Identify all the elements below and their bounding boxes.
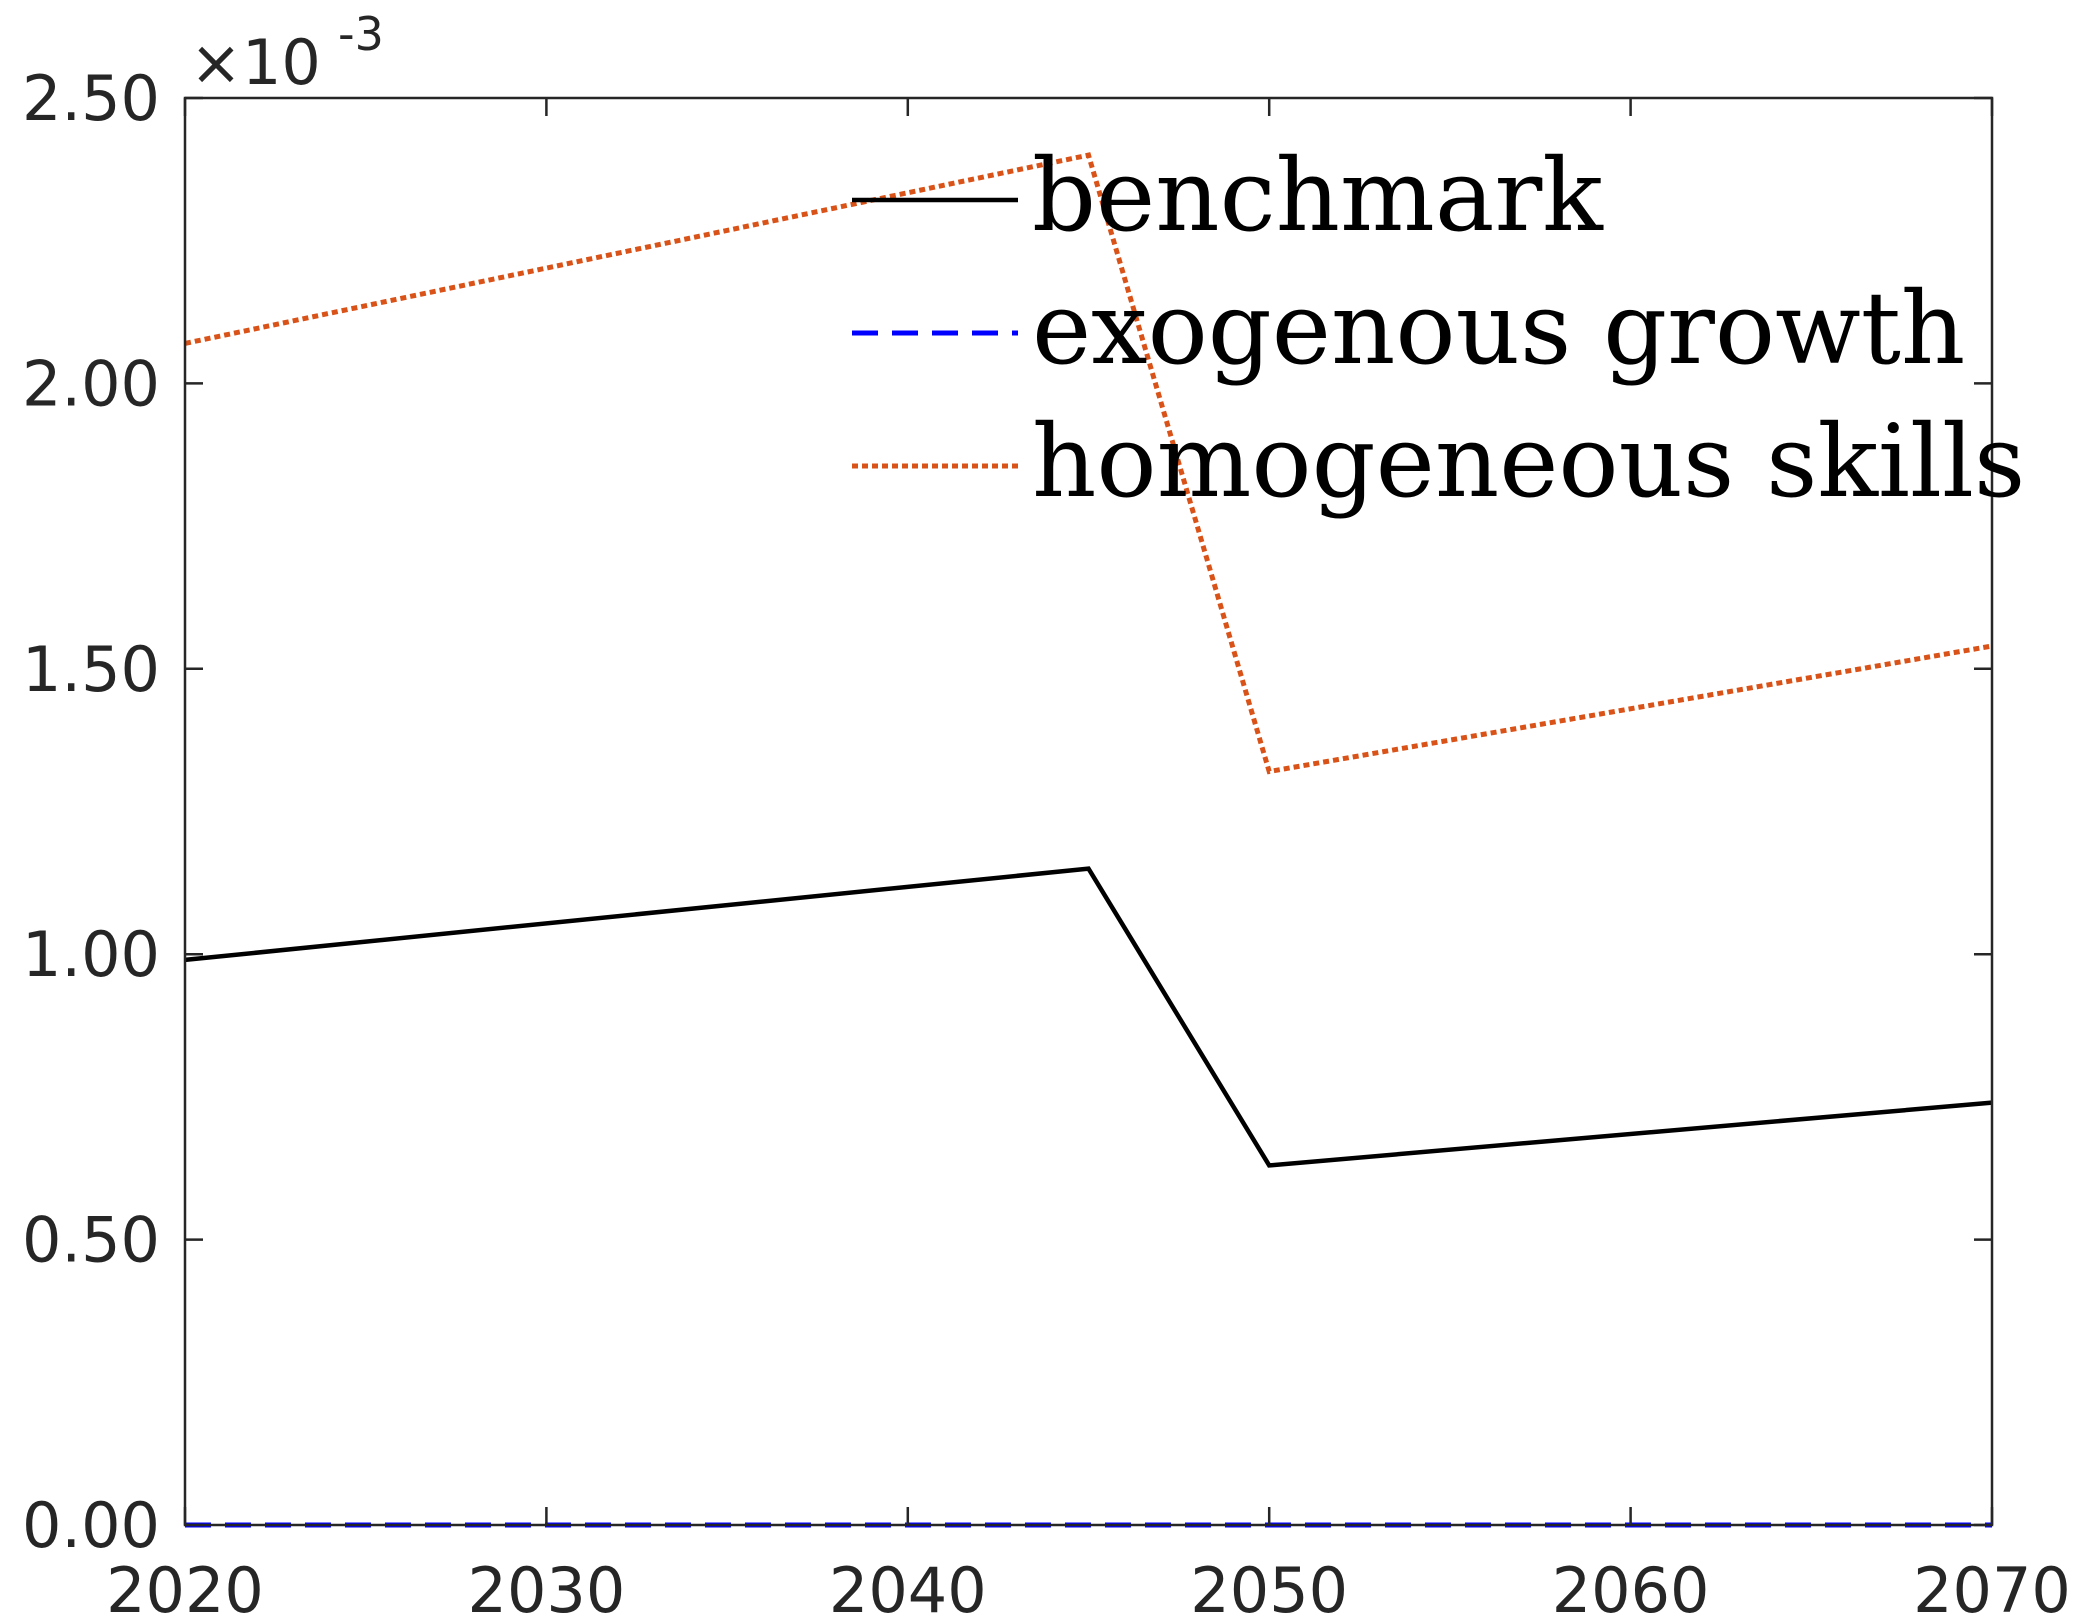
y-tick-label: 1.00	[22, 918, 160, 991]
y-tick-label: 1.50	[22, 633, 160, 706]
y-multiplier-exponent: -3	[338, 7, 384, 61]
legend-label: benchmark	[1032, 137, 1604, 254]
series-line-homogeneous-skills	[184, 152, 1993, 775]
y-tick-label: 2.50	[22, 62, 160, 135]
legend-entry-benchmark: benchmark	[852, 137, 1604, 254]
x-tick-label: 2020	[106, 1554, 264, 1622]
axes-layer	[183, 96, 1994, 1527]
x-tick-label: 2030	[468, 1554, 626, 1622]
y-axis-multiplier: ×10 -3	[190, 7, 384, 99]
y-tick-label: 2.00	[22, 347, 160, 420]
x-tick-label: 2040	[829, 1554, 987, 1622]
plot-area-background	[185, 98, 1992, 1525]
plot-frame	[183, 96, 1994, 1527]
x-axis-ticks: 2020 2030 2040 2050 2060 2070	[106, 98, 2071, 1622]
x-tick-label: 2070	[1913, 1554, 2071, 1622]
y-multiplier-base: ×10	[190, 26, 321, 99]
legend: benchmark exogenous growth homogeneous ski…	[852, 137, 2025, 520]
legend-entry-homogeneous-skills: homogeneous skills	[852, 403, 2025, 520]
series-line-benchmark	[184, 866, 1993, 1168]
legend-entry-exogenous-growth: exogenous growth	[852, 270, 1965, 387]
x-tick-label: 2050	[1190, 1554, 1348, 1622]
y-tick-label: 0.50	[22, 1204, 160, 1277]
legend-label: exogenous growth	[1032, 270, 1965, 387]
y-tick-label: 0.00	[22, 1489, 160, 1562]
legend-label: homogeneous skills	[1032, 403, 2025, 520]
y-axis-ticks: 0.00 0.50 1.00 1.50 2.00 2.50	[22, 62, 1992, 1562]
x-tick-label: 2060	[1552, 1554, 1710, 1622]
